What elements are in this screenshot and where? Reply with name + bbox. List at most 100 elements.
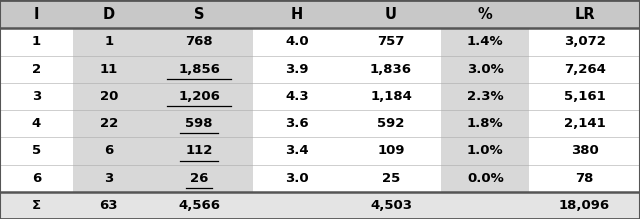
Bar bbox=[529, 137, 640, 164]
Bar bbox=[442, 137, 529, 164]
Bar bbox=[529, 164, 640, 192]
Bar bbox=[529, 192, 640, 219]
Text: LR: LR bbox=[574, 7, 595, 22]
Text: 3: 3 bbox=[31, 90, 41, 103]
Text: 1.8%: 1.8% bbox=[467, 117, 504, 130]
Bar bbox=[0, 137, 72, 164]
Bar bbox=[529, 55, 640, 83]
Bar bbox=[340, 192, 442, 219]
Bar bbox=[529, 83, 640, 110]
Text: 5,161: 5,161 bbox=[564, 90, 605, 103]
Bar bbox=[442, 55, 529, 83]
Text: 4: 4 bbox=[31, 117, 41, 130]
Bar bbox=[340, 137, 442, 164]
Bar bbox=[442, 83, 529, 110]
Bar bbox=[253, 55, 340, 83]
Text: S: S bbox=[194, 7, 204, 22]
Text: 5: 5 bbox=[32, 144, 41, 157]
Bar bbox=[0, 55, 72, 83]
Bar bbox=[253, 0, 340, 28]
Bar bbox=[72, 164, 145, 192]
Bar bbox=[340, 55, 442, 83]
Bar bbox=[442, 110, 529, 137]
Text: 109: 109 bbox=[378, 144, 405, 157]
Bar bbox=[145, 110, 253, 137]
Text: 1,184: 1,184 bbox=[370, 90, 412, 103]
Bar bbox=[145, 192, 253, 219]
Text: 1,856: 1,856 bbox=[178, 63, 220, 76]
Text: 3.4: 3.4 bbox=[285, 144, 308, 157]
Text: 4.0: 4.0 bbox=[285, 35, 308, 48]
Text: U: U bbox=[385, 7, 397, 22]
Text: 3.0%: 3.0% bbox=[467, 63, 504, 76]
Text: 112: 112 bbox=[186, 144, 212, 157]
Text: 1: 1 bbox=[32, 35, 41, 48]
Bar bbox=[442, 164, 529, 192]
Bar bbox=[340, 83, 442, 110]
Bar bbox=[0, 164, 72, 192]
Bar bbox=[340, 28, 442, 55]
Text: 1,836: 1,836 bbox=[370, 63, 412, 76]
Bar bbox=[72, 192, 145, 219]
Bar bbox=[529, 28, 640, 55]
Text: 4,566: 4,566 bbox=[178, 199, 220, 212]
Bar bbox=[145, 137, 253, 164]
Bar bbox=[145, 55, 253, 83]
Bar bbox=[253, 28, 340, 55]
Text: 1: 1 bbox=[104, 35, 113, 48]
Bar bbox=[145, 83, 253, 110]
Text: Σ: Σ bbox=[32, 199, 41, 212]
Bar bbox=[253, 83, 340, 110]
Bar bbox=[72, 83, 145, 110]
Text: 0.0%: 0.0% bbox=[467, 172, 504, 185]
Text: 1.0%: 1.0% bbox=[467, 144, 504, 157]
Text: 3: 3 bbox=[104, 172, 113, 185]
Bar bbox=[529, 110, 640, 137]
Text: 592: 592 bbox=[378, 117, 404, 130]
Bar bbox=[442, 28, 529, 55]
Text: 6: 6 bbox=[31, 172, 41, 185]
Text: 26: 26 bbox=[190, 172, 208, 185]
Text: 78: 78 bbox=[575, 172, 594, 185]
Text: 20: 20 bbox=[100, 90, 118, 103]
Bar bbox=[72, 137, 145, 164]
Bar bbox=[340, 164, 442, 192]
Bar bbox=[145, 0, 253, 28]
Text: 7,264: 7,264 bbox=[564, 63, 605, 76]
Text: 757: 757 bbox=[378, 35, 404, 48]
Bar bbox=[253, 164, 340, 192]
Bar bbox=[0, 83, 72, 110]
Bar bbox=[253, 137, 340, 164]
Text: 25: 25 bbox=[382, 172, 400, 185]
Text: 22: 22 bbox=[100, 117, 118, 130]
Bar bbox=[145, 28, 253, 55]
Text: %: % bbox=[478, 7, 493, 22]
Bar bbox=[0, 110, 72, 137]
Bar bbox=[253, 192, 340, 219]
Text: 3,072: 3,072 bbox=[564, 35, 605, 48]
Text: 4,503: 4,503 bbox=[370, 199, 412, 212]
Bar bbox=[529, 0, 640, 28]
Bar bbox=[340, 110, 442, 137]
Text: 11: 11 bbox=[100, 63, 118, 76]
Bar bbox=[72, 0, 145, 28]
Bar bbox=[145, 164, 253, 192]
Text: 598: 598 bbox=[186, 117, 213, 130]
Bar bbox=[0, 0, 72, 28]
Bar bbox=[72, 28, 145, 55]
Text: 4.3: 4.3 bbox=[285, 90, 308, 103]
Text: D: D bbox=[103, 7, 115, 22]
Text: 3.0: 3.0 bbox=[285, 172, 308, 185]
Text: 380: 380 bbox=[571, 144, 598, 157]
Bar bbox=[0, 28, 72, 55]
Bar bbox=[0, 192, 72, 219]
Bar bbox=[340, 0, 442, 28]
Text: H: H bbox=[291, 7, 303, 22]
Text: I: I bbox=[33, 7, 39, 22]
Bar bbox=[442, 192, 529, 219]
Text: 2: 2 bbox=[32, 63, 41, 76]
Text: 18,096: 18,096 bbox=[559, 199, 610, 212]
Bar bbox=[442, 0, 529, 28]
Text: 2.3%: 2.3% bbox=[467, 90, 504, 103]
Text: 1,206: 1,206 bbox=[178, 90, 220, 103]
